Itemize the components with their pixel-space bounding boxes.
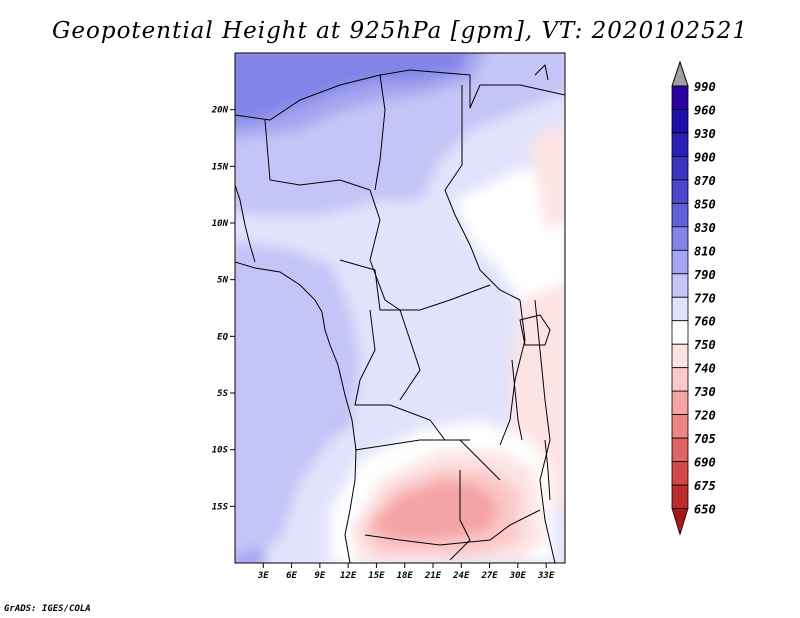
colorbar-label: 760 [694, 315, 716, 329]
colorbar-label: 650 [694, 503, 716, 517]
colorbar-label: 830 [694, 221, 716, 235]
lat-tick-label: 20N [211, 106, 229, 116]
borders-and-coastlines [235, 63, 565, 563]
colorbar-swatch [671, 85, 689, 110]
lat-tick-label: 5S [217, 389, 228, 399]
colorbar-swatch [671, 249, 689, 275]
colorbar-label: 730 [694, 385, 716, 399]
colorbar-swatch [671, 179, 689, 204]
lon-tick-label: 33E [537, 571, 555, 581]
colorbar-label: 900 [694, 150, 716, 164]
colorbar-swatch [671, 461, 689, 486]
lat-tick-label: 10S [212, 446, 229, 456]
lon-tick-label: 18E [397, 571, 414, 581]
lat-tick-label: 5N [217, 276, 228, 286]
coastline-west-africa [235, 261, 357, 563]
lon-tick-label: 3E [257, 571, 269, 581]
colorbar-swatch [671, 414, 689, 439]
longitude-axis: 3E 6E 9E 12E 15E 18E 21E 24E 27E 30E 33E [257, 563, 555, 581]
colorbar-swatch [671, 156, 689, 181]
colorbar-label: 690 [694, 456, 716, 470]
map-title: Geopotential Height at 925hPa [gpm], VT:… [52, 18, 748, 44]
field-region-730-south [370, 480, 500, 540]
latitude-axis: 20N 15N 10N 5N EQ 5S 10S 15S [211, 106, 235, 512]
lake-malawi [544, 439, 551, 501]
lon-tick-label: 9E [314, 571, 325, 581]
colorbar-swatch [671, 367, 689, 392]
colorbar-top-arrow [671, 60, 689, 87]
colorbar-label: 705 [694, 432, 716, 446]
lon-tick-label: 24E [452, 571, 470, 581]
border-east-2 [534, 299, 556, 563]
colorbar-label: 750 [694, 338, 716, 352]
lat-tick-label: 15N [212, 162, 229, 172]
colorbar-swatch [671, 343, 689, 369]
border-south-1 [354, 439, 501, 481]
colorbar-swatch [671, 202, 689, 228]
field-region-790-central [235, 240, 360, 557]
colorbar-label: 990 [694, 80, 716, 94]
lat-tick-label: EQ [217, 332, 228, 342]
lon-tick-label: 21E [424, 571, 442, 581]
colorbar-swatch [671, 132, 689, 157]
lat-tick-label: 15S [212, 502, 229, 512]
coastline-gulf-guinea [235, 184, 256, 263]
lon-tick-label: 27E [480, 571, 498, 581]
colorbar-label: 960 [694, 103, 716, 117]
colorbar-swatch [671, 390, 689, 416]
colorbar-label: 930 [694, 127, 716, 141]
field-region-750-northeast [530, 122, 565, 230]
colorbar-swatch [671, 109, 689, 134]
lat-tick-label: 10N [212, 219, 229, 229]
colorbar-swatch [671, 508, 689, 536]
border-north-2 [264, 119, 401, 311]
border-congo [354, 309, 470, 441]
colorbar-label: 675 [694, 479, 716, 493]
colorbar-swatch [671, 226, 689, 251]
lon-tick-label: 6E [286, 571, 297, 581]
coast-red-sea [534, 63, 549, 81]
credit-label: GrADS: IGES/COLA [4, 604, 91, 614]
colorbar-swatch [671, 484, 689, 509]
border-central-2 [399, 309, 421, 401]
colorbar-swatch [671, 296, 689, 322]
colorbar-label: 740 [694, 362, 716, 376]
height-field [235, 53, 565, 563]
lake-victoria [519, 314, 551, 346]
lon-tick-label: 12E [340, 571, 357, 581]
colorbar-label: 770 [694, 291, 716, 305]
colorbar-swatch [671, 273, 689, 298]
colorbar-swatch [671, 437, 689, 462]
lake-tanganyika [511, 359, 523, 441]
colorbar-label: 790 [694, 268, 716, 282]
colorbar-label: 870 [694, 174, 716, 188]
lon-tick-label: 15E [368, 571, 385, 581]
border-south-2 [449, 470, 471, 561]
border-east-1 [499, 299, 526, 446]
border-north-1 [235, 69, 565, 121]
lon-tick-label: 30E [509, 571, 527, 581]
colorbar-swatch [671, 320, 689, 345]
border-chad [444, 85, 521, 301]
border-south-3 [364, 509, 541, 546]
colorbar-label: 850 [694, 197, 716, 211]
field-region-760-east [455, 161, 565, 330]
colorbar-label: 720 [694, 409, 716, 423]
colorbar-label: 810 [694, 244, 716, 258]
border-north-3 [374, 74, 386, 191]
map-frame [234, 52, 566, 564]
colorbar: 990 960 930 900 870 850 830 810 790 770 760 750 740 7… [671, 60, 716, 536]
